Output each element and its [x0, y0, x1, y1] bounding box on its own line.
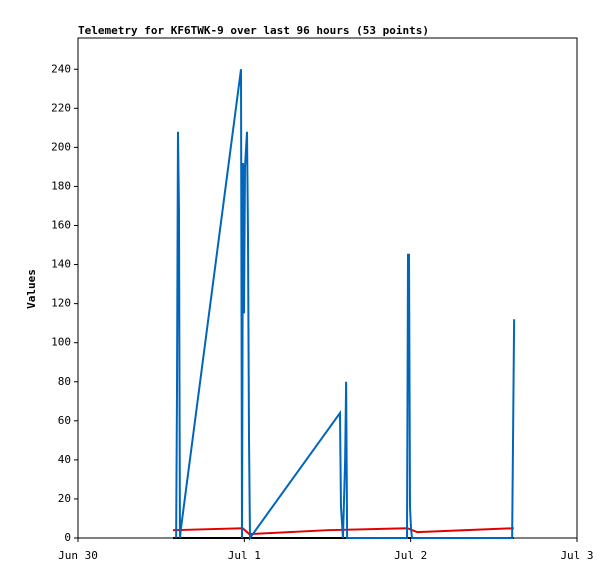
x-tick-label: Jul 3 [560, 549, 593, 562]
y-tick-label: 200 [51, 140, 71, 153]
y-tick-label: 140 [51, 258, 71, 271]
y-tick-label: 220 [51, 101, 71, 114]
y-tick-label: 240 [51, 62, 71, 75]
y-axis-label: Values [25, 269, 38, 309]
series-line [175, 69, 516, 542]
y-tick-label: 0 [64, 531, 71, 544]
x-tick-label: Jul 1 [228, 549, 261, 562]
y-tick-label: 160 [51, 219, 71, 232]
y-tick-label: 20 [58, 492, 71, 505]
y-tick-label: 40 [58, 453, 71, 466]
chart-title: Telemetry for KF6TWK-9 over last 96 hour… [78, 24, 429, 37]
y-tick-label: 60 [58, 414, 71, 427]
y-tick-label: 100 [51, 336, 71, 349]
plot-frame [77, 37, 578, 539]
y-tick-label: 180 [51, 179, 71, 192]
y-tick-label: 120 [51, 297, 71, 310]
x-tick-label: Jul 2 [394, 549, 427, 562]
x-tick-label: Jun 30 [58, 549, 98, 562]
y-tick-label: 80 [58, 375, 71, 388]
